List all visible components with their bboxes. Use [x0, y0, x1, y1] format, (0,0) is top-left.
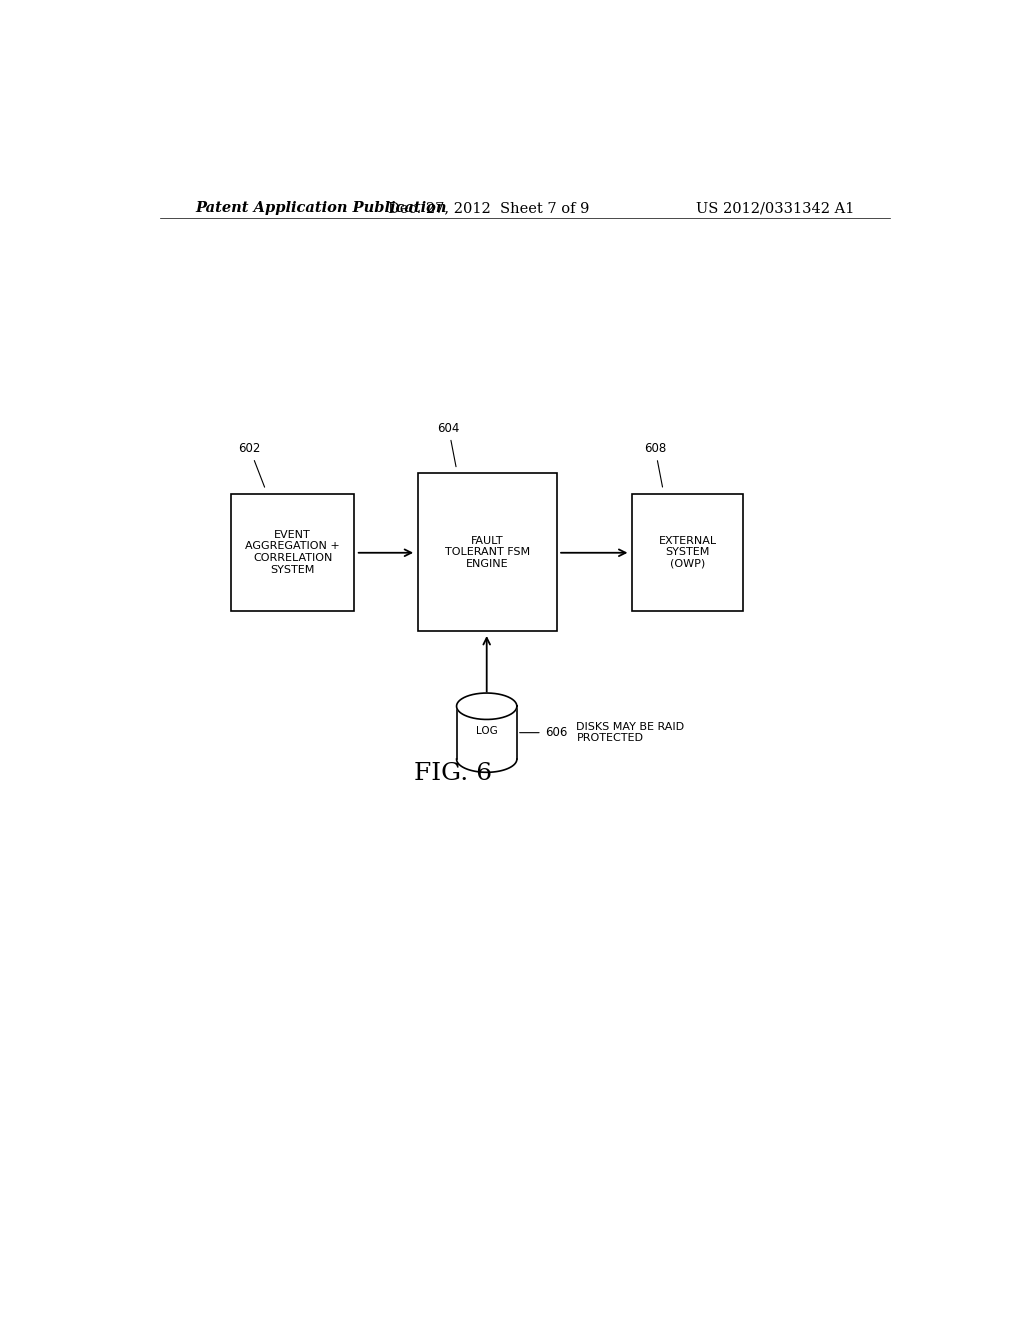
Text: 604: 604: [437, 422, 460, 467]
Text: US 2012/0331342 A1: US 2012/0331342 A1: [695, 201, 854, 215]
Text: 606: 606: [519, 726, 567, 739]
Text: Patent Application Publication: Patent Application Publication: [196, 201, 446, 215]
Bar: [632, 494, 743, 611]
Text: 602: 602: [239, 442, 264, 487]
Bar: [231, 494, 354, 611]
Text: EXTERNAL
SYSTEM
(OWP): EXTERNAL SYSTEM (OWP): [658, 536, 717, 569]
Text: 608: 608: [644, 442, 667, 487]
Text: LOG: LOG: [476, 726, 498, 737]
Text: DISKS MAY BE RAID
PROTECTED: DISKS MAY BE RAID PROTECTED: [577, 722, 684, 743]
Text: FAULT
TOLERANT FSM
ENGINE: FAULT TOLERANT FSM ENGINE: [444, 536, 529, 569]
Bar: [418, 474, 557, 631]
Text: EVENT
AGGREGATION +
CORRELATION
SYSTEM: EVENT AGGREGATION + CORRELATION SYSTEM: [246, 529, 340, 574]
Text: FIG. 6: FIG. 6: [415, 762, 493, 785]
Bar: [457, 706, 517, 759]
Polygon shape: [457, 693, 517, 719]
Text: Dec. 27, 2012  Sheet 7 of 9: Dec. 27, 2012 Sheet 7 of 9: [388, 201, 590, 215]
